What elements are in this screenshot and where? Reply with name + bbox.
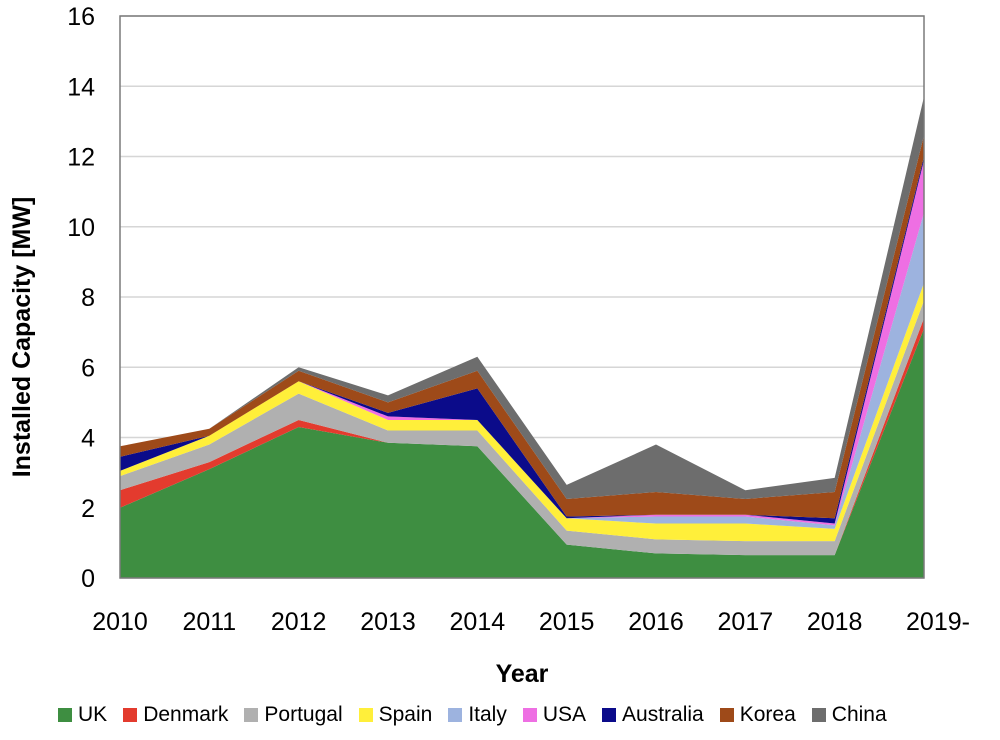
x-tick-label: 2012 <box>271 608 327 636</box>
x-tick-label: 2019- <box>906 608 970 636</box>
y-axis-title: Installed Capacity [MW] <box>8 197 36 478</box>
legend-item-portugal: Portugal <box>244 703 343 727</box>
area-korea <box>120 135 924 519</box>
legend-item-usa: USA <box>522 703 587 727</box>
legend-item-spain: Spain <box>358 703 433 727</box>
legend-label: Korea <box>739 703 796 726</box>
legend-swatch <box>244 708 259 722</box>
x-tick-label: 2013 <box>360 608 416 636</box>
area-italy <box>120 212 924 529</box>
legend-swatch <box>522 708 537 722</box>
area-portugal <box>120 300 924 556</box>
legend-item-china: China <box>811 703 887 727</box>
x-tick-label: 2014 <box>450 608 506 636</box>
legend-label: USA <box>542 703 587 726</box>
y-tick-label: 16 <box>67 3 95 31</box>
y-tick-label: 2 <box>81 495 95 523</box>
x-tick-label: 2018 <box>807 608 863 636</box>
x-axis-title: Year <box>496 660 549 688</box>
y-tick-label: 0 <box>81 565 95 593</box>
legend-label: Australia <box>622 703 704 726</box>
y-tick-label: 8 <box>81 284 95 312</box>
legend-item-australia: Australia <box>602 703 704 727</box>
legend-item-korea: Korea <box>719 703 796 727</box>
plot-frame <box>119 15 925 579</box>
legend-swatch <box>602 708 617 722</box>
legend-label: Italy <box>468 703 507 726</box>
legend-swatch <box>58 708 72 722</box>
y-tick-label: 14 <box>67 73 95 101</box>
y-tick-label: 4 <box>81 425 95 453</box>
area-spain <box>120 282 924 542</box>
x-tick-label: 2017 <box>718 608 774 636</box>
y-tick-label: 6 <box>81 354 95 382</box>
y-tick-label: 10 <box>67 214 95 242</box>
x-tick-label: 2015 <box>539 608 595 636</box>
legend-label: Portugal <box>264 703 343 726</box>
legend-swatch <box>448 708 463 722</box>
legend: UK Denmark Portugal Spain Italy USA Australia K… <box>58 703 887 727</box>
legend-item-italy: Italy <box>448 703 507 727</box>
legend-swatch <box>358 708 373 722</box>
legend-swatch <box>123 708 138 722</box>
legend-item-denmark: Denmark <box>123 703 228 727</box>
legend-item-uk: UK <box>58 703 107 727</box>
area-australia <box>120 156 924 524</box>
legend-label: China <box>831 703 887 726</box>
area-usa <box>120 160 924 526</box>
series-areas <box>120 96 924 578</box>
y-tick-label: 12 <box>67 144 95 172</box>
x-tick-label: 2011 <box>182 608 236 636</box>
area-uk <box>120 328 924 578</box>
x-tick-label: 2016 <box>628 608 684 636</box>
legend-swatch <box>811 708 826 722</box>
legend-label: Denmark <box>143 703 229 726</box>
legend-label: UK <box>78 703 108 726</box>
legend-swatch <box>719 708 734 722</box>
x-tick-labels: 2010 2011 2012 2013 2014 2015 2016 2017 2018 2019… <box>92 608 970 636</box>
legend-label: Spain <box>378 703 433 726</box>
x-tick-label: 2010 <box>92 608 148 636</box>
y-tick-labels: 0 2 4 6 8 10 12 14 16 <box>67 3 95 593</box>
